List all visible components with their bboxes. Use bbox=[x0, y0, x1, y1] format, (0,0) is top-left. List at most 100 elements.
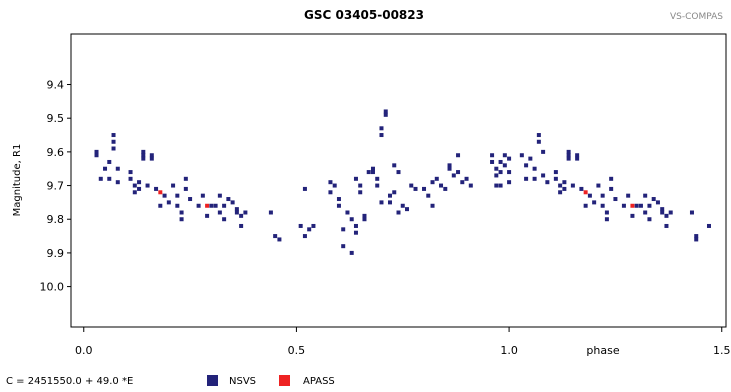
data-point-nsvs bbox=[536, 139, 541, 144]
data-point-nsvs bbox=[583, 203, 588, 208]
data-point-nsvs bbox=[664, 223, 669, 228]
data-point-nsvs bbox=[375, 183, 380, 188]
data-point-nsvs bbox=[273, 234, 278, 239]
legend-label-nsvs: NSVS bbox=[229, 376, 256, 387]
epoch-formula: C = 2451550.0 + 49.0 *E bbox=[6, 376, 133, 387]
data-point-nsvs bbox=[145, 183, 150, 188]
data-point-nsvs bbox=[183, 176, 188, 181]
data-point-apass bbox=[205, 203, 210, 208]
data-point-nsvs bbox=[353, 230, 358, 235]
data-point-nsvs bbox=[689, 210, 694, 215]
data-point-nsvs bbox=[553, 176, 558, 181]
data-point-nsvs bbox=[379, 126, 384, 131]
data-point-nsvs bbox=[447, 166, 452, 171]
data-point-nsvs bbox=[643, 193, 648, 198]
data-point-nsvs bbox=[362, 217, 367, 222]
data-point-nsvs bbox=[353, 176, 358, 181]
data-point-nsvs bbox=[166, 200, 171, 205]
data-point-nsvs bbox=[655, 200, 660, 205]
data-point-nsvs bbox=[396, 170, 401, 175]
data-point-nsvs bbox=[634, 203, 639, 208]
data-point-nsvs bbox=[115, 180, 120, 185]
data-point-nsvs bbox=[345, 210, 350, 215]
data-point-nsvs bbox=[162, 193, 167, 198]
data-point-nsvs bbox=[171, 183, 176, 188]
data-point-nsvs bbox=[541, 149, 546, 154]
data-point-nsvs bbox=[613, 197, 618, 202]
data-point-nsvs bbox=[141, 153, 146, 158]
data-point-nsvs bbox=[311, 223, 316, 228]
data-point-nsvs bbox=[149, 156, 154, 161]
data-point-nsvs bbox=[409, 183, 414, 188]
data-point-nsvs bbox=[706, 223, 711, 228]
data-point-nsvs bbox=[604, 217, 609, 222]
data-point-nsvs bbox=[141, 156, 146, 161]
x-tick-label: 1.5 bbox=[713, 344, 731, 357]
data-point-nsvs bbox=[664, 213, 669, 218]
data-point-nsvs bbox=[434, 176, 439, 181]
data-point-nsvs bbox=[341, 244, 346, 249]
data-point-nsvs bbox=[413, 186, 418, 191]
data-point-nsvs bbox=[694, 237, 699, 242]
legend-swatch-nsvs bbox=[207, 375, 218, 386]
data-point-nsvs bbox=[392, 163, 397, 168]
data-point-nsvs bbox=[243, 210, 248, 215]
data-point-nsvs bbox=[383, 109, 388, 114]
data-point-nsvs bbox=[196, 203, 201, 208]
data-point-nsvs bbox=[111, 139, 116, 144]
data-point-nsvs bbox=[570, 183, 575, 188]
data-point-nsvs bbox=[600, 203, 605, 208]
data-point-nsvs bbox=[592, 200, 597, 205]
data-point-nsvs bbox=[498, 159, 503, 164]
data-point-nsvs bbox=[600, 193, 605, 198]
data-point-nsvs bbox=[336, 197, 341, 202]
data-point-nsvs bbox=[638, 203, 643, 208]
data-point-nsvs bbox=[222, 203, 227, 208]
data-point-nsvs bbox=[468, 183, 473, 188]
data-point-nsvs bbox=[328, 190, 333, 195]
data-point-nsvs bbox=[396, 210, 401, 215]
data-point-nsvs bbox=[387, 200, 392, 205]
data-point-nsvs bbox=[188, 197, 193, 202]
y-tick-label: 10.0 bbox=[40, 281, 65, 294]
footer-legend: C = 2451550.0 + 49.0 *E NSVS APASS bbox=[6, 375, 335, 387]
y-tick-label: 9.9 bbox=[47, 247, 65, 260]
data-point-nsvs bbox=[694, 234, 699, 239]
plot-area bbox=[70, 33, 727, 328]
data-point-nsvs bbox=[298, 223, 303, 228]
y-tick-label: 9.8 bbox=[47, 213, 65, 226]
data-points bbox=[94, 109, 711, 255]
data-point-nsvs bbox=[328, 180, 333, 185]
data-point-nsvs bbox=[213, 203, 218, 208]
data-point-nsvs bbox=[558, 190, 563, 195]
data-point-nsvs bbox=[604, 210, 609, 215]
data-point-nsvs bbox=[405, 207, 410, 212]
data-point-nsvs bbox=[558, 183, 563, 188]
y-tick-label: 9.5 bbox=[47, 112, 65, 125]
data-point-nsvs bbox=[277, 237, 282, 242]
data-point-nsvs bbox=[562, 186, 567, 191]
data-point-nsvs bbox=[183, 186, 188, 191]
data-point-nsvs bbox=[451, 173, 456, 178]
data-point-nsvs bbox=[532, 176, 537, 181]
data-point-nsvs bbox=[647, 203, 652, 208]
data-point-nsvs bbox=[349, 217, 354, 222]
y-axis: 9.4 9.5 9.6 9.7 9.8 9.9 10.0 bbox=[40, 79, 71, 294]
data-point-nsvs bbox=[609, 186, 614, 191]
data-point-nsvs bbox=[141, 149, 146, 154]
data-point-nsvs bbox=[302, 234, 307, 239]
data-point-nsvs bbox=[103, 166, 108, 171]
data-point-nsvs bbox=[392, 190, 397, 195]
data-point-nsvs bbox=[507, 170, 512, 175]
data-point-nsvs bbox=[464, 176, 469, 181]
data-point-nsvs bbox=[502, 163, 507, 168]
brand-label: VS-COMPAS bbox=[670, 12, 723, 22]
data-point-nsvs bbox=[566, 149, 571, 154]
data-point-nsvs bbox=[375, 176, 380, 181]
data-point-nsvs bbox=[234, 210, 239, 215]
data-point-nsvs bbox=[230, 200, 235, 205]
data-point-nsvs bbox=[132, 190, 137, 195]
data-point-nsvs bbox=[149, 153, 154, 158]
data-point-nsvs bbox=[456, 153, 461, 158]
data-point-nsvs bbox=[507, 156, 512, 161]
